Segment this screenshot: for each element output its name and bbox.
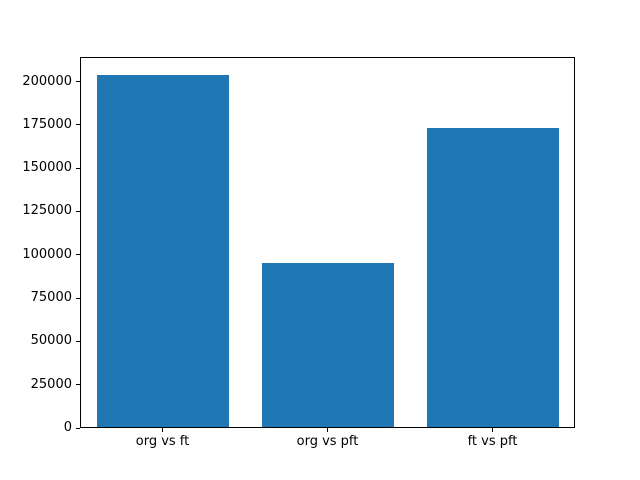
bar-ft-vs-pft (426, 128, 559, 428)
y-tick-label: 50000 (30, 333, 72, 349)
x-tick-mark (327, 428, 328, 432)
y-tick-label: 150000 (22, 160, 72, 176)
bar-org-vs-ft (96, 74, 229, 428)
bar-org-vs-pft (261, 263, 394, 428)
x-tick-label: org vs ft (135, 434, 190, 449)
y-tick-label: 200000 (22, 73, 72, 89)
y-tick-label: 125000 (22, 203, 72, 219)
y-tick-mark (76, 297, 80, 299)
y-tick-mark (76, 167, 80, 169)
y-tick-label: 0 (63, 420, 72, 435)
x-tick-mark (162, 428, 163, 432)
x-tick-label: ft vs pft (467, 434, 518, 449)
y-tick-mark (76, 124, 80, 126)
y-tick-mark (76, 210, 80, 212)
y-tick-mark (76, 340, 80, 342)
y-tick-label: 100000 (22, 246, 72, 262)
y-tick-mark (76, 384, 80, 386)
y-tick-label: 175000 (22, 116, 72, 132)
x-tick-label: org vs pft (296, 434, 359, 449)
y-tick-mark (76, 81, 80, 83)
y-tick-label: 25000 (30, 376, 72, 392)
y-tick-mark (76, 254, 80, 256)
x-tick-mark (492, 428, 493, 432)
y-tick-mark (76, 427, 80, 429)
y-tick-label: 75000 (30, 290, 72, 306)
